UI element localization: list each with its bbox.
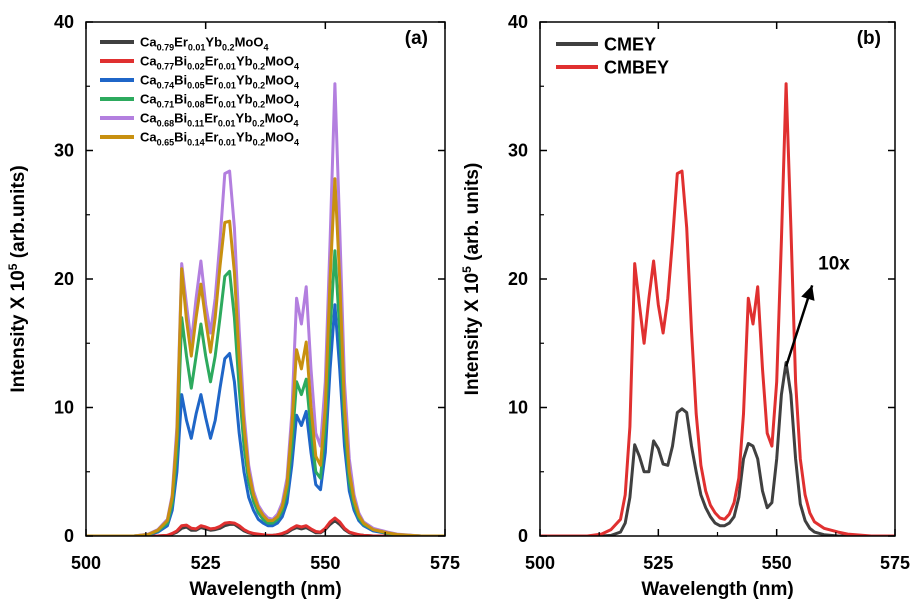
x-tick-label: 550 [762, 553, 792, 573]
x-tick-label: 525 [191, 553, 221, 573]
y-tick-label: 20 [54, 269, 74, 289]
panel-b: 500 525 550 575 0 10 20 30 40 Wavelength (nm) Inte… [460, 12, 910, 600]
x-axis-label: Wavelength (nm) [189, 579, 341, 600]
annotation-arrow-head [801, 285, 815, 301]
y-axis-label: Intensity X 105 (arb. units) [460, 163, 483, 396]
legend-label: Ca0.77Bi0.02Er0.01Yb0.2MoO4 [140, 54, 299, 72]
panel-label: (a) [405, 28, 428, 49]
legend-label: Ca0.79Er0.01Yb0.2MoO4 [140, 35, 268, 53]
series-line-3 [86, 303, 445, 536]
y-tick-label: 10 [54, 398, 74, 418]
y-tick-label: 40 [54, 12, 74, 32]
y-tick-label: 0 [518, 526, 528, 546]
x-axis-label: Wavelength (nm) [641, 579, 793, 600]
y-tick-label: 30 [508, 141, 528, 161]
series-line-5 [86, 82, 445, 536]
plot-frame [539, 21, 896, 537]
legend-label: Ca0.65Bi0.14Er0.01Yb0.2MoO4 [140, 130, 299, 148]
x-tick-label: 575 [430, 553, 460, 573]
series-group [540, 82, 895, 536]
x-tick-label: 550 [310, 553, 340, 573]
x-tick-label: 500 [71, 553, 101, 573]
legend-label: CMEY [604, 34, 656, 54]
series-line-2 [540, 82, 895, 536]
legend: Ca0.79Er0.01Yb0.2MoO4Ca0.77Bi0.02Er0.01Y… [100, 35, 299, 148]
y-axis-label: Intensity X 105 (arb.units) [6, 165, 29, 392]
annotation-arrow [784, 285, 814, 367]
series-group [86, 82, 445, 536]
legend-label: Ca0.71Bi0.08Er0.01Yb0.2MoO4 [140, 92, 299, 110]
y-tick-label: 30 [54, 141, 74, 161]
panel-a: 500 525 550 575 0 10 20 30 40 Wavelength (nm) Inte… [6, 12, 460, 600]
legend-label: Ca0.74Bi0.05Er0.01Yb0.2MoO4 [140, 73, 299, 91]
legend-label: Ca0.68Bi0.11Er0.01Yb0.2MoO4 [140, 111, 299, 129]
series-line-1 [540, 361, 895, 536]
series-line-6 [86, 177, 445, 536]
y-tick-label: 10 [508, 398, 528, 418]
x-tick-label: 525 [643, 553, 673, 573]
y-tick-label: 20 [508, 269, 528, 289]
panel-label: (b) [857, 28, 881, 49]
annotation-label: 10x [818, 253, 850, 274]
legend-label: CMBEY [604, 57, 669, 77]
x-tick-label: 500 [525, 553, 555, 573]
y-tick-label: 0 [64, 526, 74, 546]
legend: CMEY CMBEY [556, 34, 669, 77]
series-line-4 [86, 249, 445, 536]
x-tick-label: 575 [880, 553, 910, 573]
y-tick-label: 40 [508, 12, 528, 32]
